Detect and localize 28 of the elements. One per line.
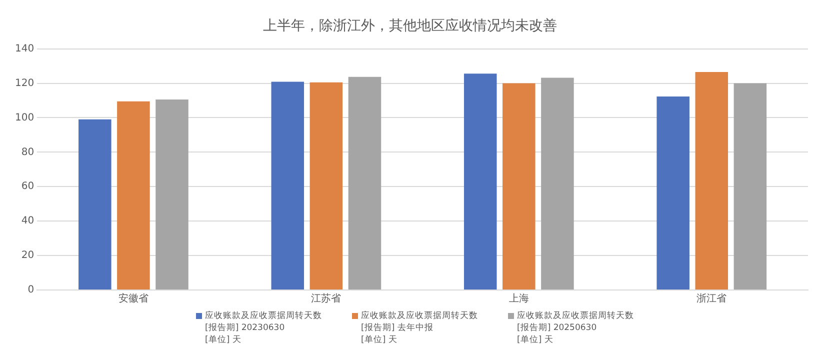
bar <box>656 96 690 290</box>
bar <box>695 72 728 290</box>
bar <box>78 119 112 290</box>
y-tick-label: 60 <box>21 181 34 192</box>
bar <box>464 74 497 290</box>
bar <box>310 82 343 290</box>
bar <box>117 101 150 290</box>
y-tick-label: 100 <box>14 112 34 124</box>
y-tick-label: 0 <box>28 284 34 296</box>
x-tick-label: 江苏省 <box>311 292 342 305</box>
y-tick-label: 40 <box>21 216 34 227</box>
bar <box>541 78 574 290</box>
x-tick-label: 浙江省 <box>696 292 727 305</box>
y-tick-label: 120 <box>14 78 34 89</box>
x-tick-label: 安徽省 <box>118 292 148 305</box>
legend-label: 应收账款及应收票据周转天数 [报告期] 20250630 [单位] 天 <box>517 310 634 346</box>
x-tick-label: 上海 <box>508 292 529 305</box>
bar <box>734 83 767 290</box>
bar <box>502 83 536 290</box>
bar <box>271 82 304 290</box>
bar <box>156 99 188 290</box>
bar <box>348 76 382 290</box>
chart-title: 上半年，除浙江外，其他地区应收情况均未改善 <box>263 17 557 34</box>
y-tick-label: 80 <box>21 146 34 158</box>
y-tick-label: 20 <box>21 250 34 262</box>
y-tick-label: 140 <box>14 43 34 54</box>
legend-label: 应收账款及应收票据周转天数 [报告期] 去年中报 [单位] 天 <box>361 310 478 346</box>
legend-label: 应收账款及应收票据周转天数 [报告期] 20230630 [单位] 天 <box>205 310 322 346</box>
